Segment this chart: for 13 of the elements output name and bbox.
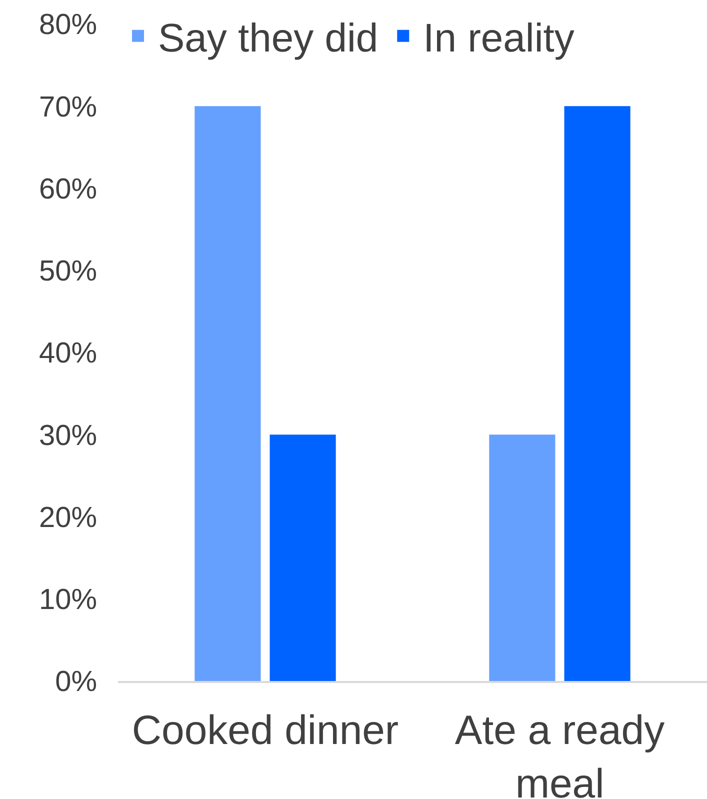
y-tick-label: 0% [55,666,97,698]
y-tick-label: 50% [38,256,97,288]
y-tick-label: 60% [38,173,97,206]
y-tick-label: 80% [38,9,97,42]
legend-label: In reality [423,16,574,60]
y-tick-label: 40% [38,338,97,370]
x-tick-label: Cooked dinner [132,707,399,754]
y-tick-label: 10% [38,584,97,616]
y-tick-label: 70% [38,91,97,124]
legend-label: Say they did [158,16,378,60]
y-tick-label: 30% [38,420,97,452]
x-tick-label: Ate a ready meal [454,707,666,799]
y-tick-label: 20% [38,502,97,534]
